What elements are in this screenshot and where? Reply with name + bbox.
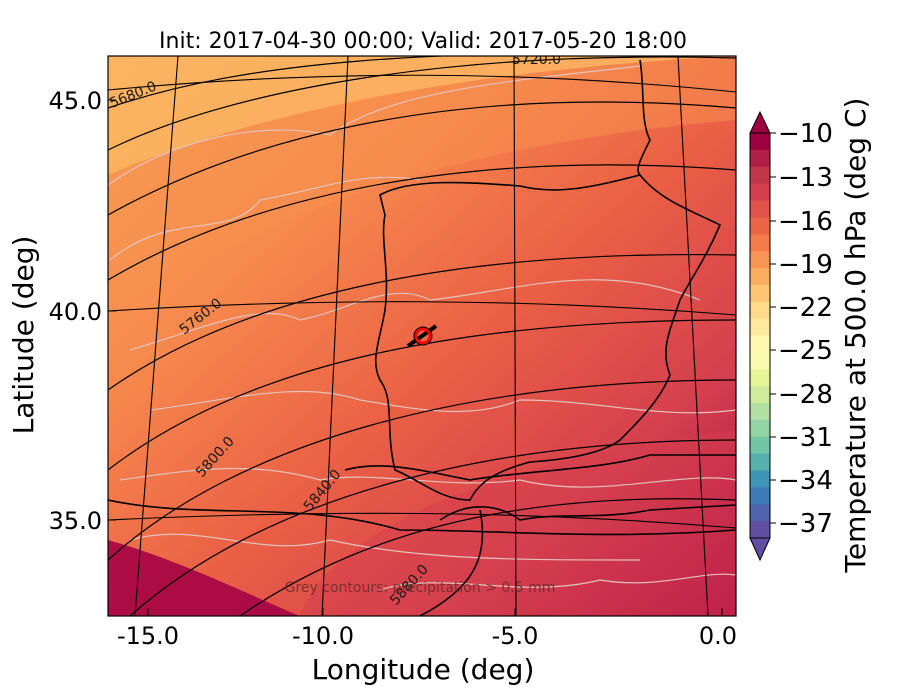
- colorbar-band: [750, 335, 770, 353]
- colorbar-band: [750, 403, 770, 421]
- x-tick-label: -5.0: [492, 622, 539, 650]
- colorbar-tick-label: −31: [778, 423, 833, 453]
- colorbar-max-extension: [749, 110, 771, 134]
- colorbar-band: [750, 301, 770, 320]
- colorbar-tick-label: −19: [778, 250, 833, 280]
- plot-title: Init: 2017-04-30 00:00; Valid: 2017-05-2…: [159, 29, 687, 54]
- colorbar-band: [750, 521, 770, 539]
- x-axis-label: Longitude (deg): [312, 653, 535, 686]
- colorbar: −10 −13 −16 −19 −22 −25 −28 −31 −34 −37 Temperatu…: [749, 98, 872, 574]
- station-wind-barb: [406, 324, 438, 348]
- colorbar-band: [750, 504, 770, 522]
- colorbar-band: [750, 386, 770, 404]
- colorbar-band: [750, 436, 770, 455]
- colorbar-band: [750, 284, 770, 303]
- y-tick-label: 40.0: [49, 298, 102, 326]
- colorbar-min-extension: [749, 537, 771, 562]
- colorbar-band: [750, 251, 770, 269]
- colorbar-band: [750, 487, 770, 505]
- y-tick-label: 45.0: [49, 87, 102, 115]
- colorbar-band: [750, 318, 770, 337]
- colorbar-tick-label: −28: [778, 380, 833, 410]
- y-tick-label: 35.0: [49, 507, 102, 535]
- x-tick-label: 0.0: [699, 622, 737, 650]
- colorbar-tick-label: −13: [778, 163, 833, 193]
- colorbar-bands: [750, 133, 770, 539]
- x-tick-label: -15.0: [117, 622, 179, 650]
- colorbar-tick-label: −25: [778, 336, 833, 366]
- y-axis-label: Latitude (deg): [7, 236, 40, 435]
- grid-lines: [108, 56, 736, 616]
- temperature-band: [108, 56, 736, 175]
- colorbar-ticks: −10 −13 −16 −19 −22 −25 −28 −31 −34 −37: [770, 119, 833, 539]
- colorbar-band: [750, 133, 770, 151]
- colorbar-band: [750, 453, 770, 472]
- station-marker: [414, 327, 432, 345]
- colorbar-frame: [749, 132, 771, 539]
- colorbar-tick-label: −16: [778, 207, 833, 237]
- colorbar-label: Temperature at 500.0 hPa (deg C): [839, 98, 872, 574]
- x-axis: -15.0 -10.0 -5.0 0.0 Longitude (deg): [117, 608, 737, 686]
- colorbar-band: [750, 234, 770, 252]
- colorbar-band: [750, 268, 770, 286]
- x-tick-label: -10.0: [292, 622, 354, 650]
- station-marker-outline: [413, 326, 433, 346]
- colorbar-band: [750, 369, 770, 387]
- map-area: 5680.0 5720.0 5760.0 5800.0 5840.0 5880.…: [108, 52, 736, 616]
- colorbar-band: [750, 217, 770, 235]
- map-frame: [107, 55, 737, 617]
- temperature-band: [108, 430, 736, 616]
- precipitation-note: Grey contours: precipitation > 0.5 mm: [285, 580, 556, 596]
- colorbar-band: [750, 419, 770, 438]
- colorbar-tick-label: −10: [778, 119, 833, 149]
- colorbar-band: [750, 183, 770, 202]
- colorbar-band: [750, 470, 770, 488]
- colorbar-tick-label: −37: [778, 509, 833, 539]
- colorbar-tick-label: −22: [778, 293, 833, 323]
- contour-label: 5720.0: [512, 52, 561, 68]
- colorbar-band: [750, 166, 770, 185]
- colorbar-band: [750, 149, 770, 168]
- temperature-band: [108, 540, 300, 616]
- colorbar-band: [750, 352, 770, 370]
- y-axis: 45.0 40.0 35.0 Latitude (deg): [7, 87, 116, 535]
- geopotential-contours: [108, 56, 736, 616]
- colorbar-tick-label: −34: [778, 466, 833, 496]
- precipitation-contours: [108, 65, 736, 591]
- temperature-band: [108, 56, 736, 330]
- colorbar-band: [750, 200, 770, 218]
